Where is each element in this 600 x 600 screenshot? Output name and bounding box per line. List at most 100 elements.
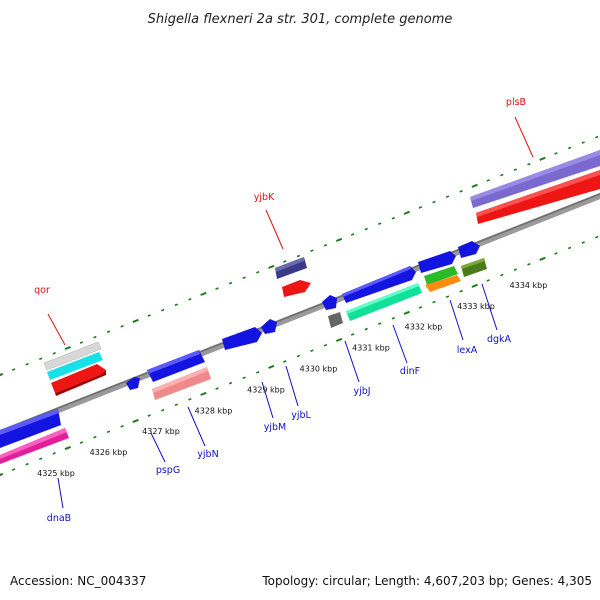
feature-plsB[interactable]	[470, 150, 600, 224]
tick-mark	[93, 335, 97, 339]
tick-mark	[500, 173, 504, 177]
genome-backbone	[0, 192, 600, 437]
tick-mark	[228, 281, 233, 285]
kbp-label: 4325 kbp	[37, 469, 75, 478]
forward-features	[43, 150, 600, 396]
tick-mark	[0, 472, 4, 477]
feature-dnaB[interactable]	[0, 409, 69, 464]
tick-mark	[147, 314, 151, 317]
tick-mark	[188, 398, 192, 401]
tick-mark	[147, 414, 151, 417]
tick-mark	[79, 341, 84, 344]
feature-yjbN[interactable]	[147, 350, 211, 400]
gene-label-yjbM[interactable]: yjbM	[264, 422, 287, 433]
feature-yjbK[interactable]	[275, 257, 311, 297]
feature-dinF[interactable]	[342, 266, 422, 321]
tick-mark	[283, 360, 287, 363]
gene-label-dnaB[interactable]: dnaB	[47, 513, 71, 524]
tick-mark	[445, 195, 450, 198]
tick-mark	[335, 237, 343, 242]
tick-mark	[335, 337, 343, 342]
tick-mark	[567, 146, 572, 150]
tick-mark	[268, 264, 275, 269]
kbp-label: 4333 kbp	[457, 302, 495, 311]
tick-mark	[391, 316, 395, 320]
tick-mark	[11, 468, 16, 471]
tick-mark	[554, 152, 558, 155]
tick-mark	[161, 408, 165, 412]
tick-mark	[459, 289, 463, 293]
tick-mark	[471, 183, 478, 188]
feature-yjbL[interactable]	[261, 319, 277, 334]
tick-mark	[106, 430, 111, 434]
tick-mark	[39, 457, 43, 461]
tick-mark	[364, 227, 368, 231]
gene-label-plsB[interactable]: plsB	[506, 97, 526, 108]
tick-mark	[120, 325, 124, 328]
tick-row-lower	[0, 235, 599, 477]
tick-mark	[350, 333, 355, 336]
tick-mark	[174, 403, 178, 407]
tick-mark	[310, 349, 314, 352]
tick-mark	[567, 246, 572, 250]
tick-mark	[64, 445, 71, 451]
tick-mark	[432, 300, 436, 304]
reverse-gene-callouts: dnaB pspG yjbN yjbM yjbL yjbJ dinF lexA …	[47, 283, 512, 524]
gene-label-yjbJ[interactable]: yjbJ	[353, 386, 370, 397]
feature-yjbM[interactable]	[222, 327, 262, 350]
tick-mark	[242, 376, 246, 380]
tick-mark	[64, 345, 71, 351]
tick-mark	[391, 216, 395, 220]
tick-mark	[79, 441, 84, 444]
tick-mark	[215, 287, 219, 290]
tick-mark	[539, 156, 546, 161]
kbp-label: 4329 kbp	[247, 385, 285, 394]
tick-mark	[268, 364, 275, 369]
tick-mark	[500, 273, 504, 277]
feature-qor[interactable]	[43, 341, 106, 396]
tick-mark	[378, 222, 382, 225]
tick-mark	[350, 233, 355, 236]
tick-mark	[120, 425, 124, 428]
feature-lexA[interactable]	[418, 251, 461, 292]
kbp-labels: 4325 kbp 4326 kbp 4327 kbp 4328 kbp 4329 kbp…	[37, 281, 547, 478]
tick-mark	[132, 318, 139, 324]
tick-mark	[256, 371, 260, 374]
tick-mark	[25, 362, 29, 366]
kbp-label: 4331 kbp	[352, 344, 390, 353]
gene-label-yjbN[interactable]: yjbN	[197, 449, 218, 460]
tick-mark	[554, 252, 558, 255]
tick-mark	[25, 462, 29, 466]
gene-label-lexA[interactable]: lexA	[457, 345, 478, 356]
tick-mark	[403, 210, 410, 215]
tick-mark	[323, 243, 328, 247]
tick-mark	[132, 418, 139, 424]
tick-mark	[581, 241, 585, 244]
gene-label-yjbL[interactable]: yjbL	[291, 410, 311, 421]
tick-mark	[188, 298, 192, 301]
feature-yjbJ[interactable]	[322, 295, 343, 328]
feature-dgkA[interactable]	[458, 241, 487, 277]
tick-mark	[527, 262, 531, 266]
tick-mark	[432, 200, 436, 204]
tick-mark	[595, 235, 599, 239]
gene-label-dinF[interactable]: dinF	[400, 366, 420, 377]
tick-mark	[471, 283, 478, 288]
forward-gene-callouts: qor yjbK plsB	[34, 97, 534, 346]
kbp-label: 4330 kbp	[300, 365, 338, 374]
tick-mark	[296, 354, 301, 358]
gene-label-qor[interactable]: qor	[34, 285, 50, 296]
tick-mark	[459, 189, 463, 193]
gene-label-pspG[interactable]: pspG	[156, 465, 180, 476]
feature-pspG[interactable]	[126, 377, 140, 390]
tick-mark	[215, 387, 219, 390]
tick-mark	[106, 330, 111, 334]
tick-mark	[200, 291, 207, 296]
tick-mark	[242, 276, 246, 280]
gene-label-yjbK[interactable]: yjbK	[254, 192, 275, 203]
tick-mark	[581, 141, 585, 144]
kbp-label: 4326 kbp	[90, 448, 128, 457]
tick-mark	[513, 268, 518, 271]
tick-mark	[93, 435, 97, 439]
gene-label-dgkA[interactable]: dgkA	[487, 334, 512, 345]
